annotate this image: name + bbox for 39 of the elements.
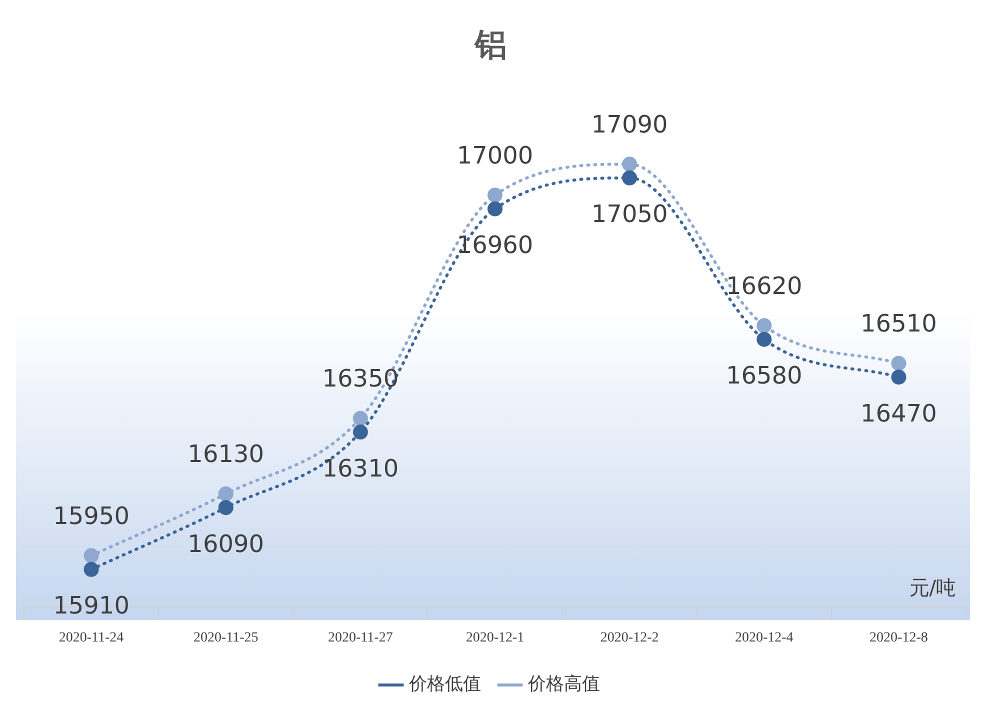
data-label: 16090	[188, 530, 264, 558]
point	[622, 170, 638, 186]
legend-label: 价格高值	[527, 674, 600, 695]
x-tick-label: 2020-12-1	[466, 630, 524, 646]
x-tick-label: 2020-12-4	[734, 630, 794, 646]
data-label: 16580	[726, 362, 802, 390]
legend-label: 价格低值	[408, 674, 481, 695]
data-label: 17050	[591, 200, 668, 228]
x-tick-label: 2020-12-2	[600, 630, 659, 646]
data-label: 16470	[860, 399, 937, 428]
data-label: 16350	[322, 364, 399, 393]
data-label: 15910	[53, 592, 130, 620]
point	[756, 332, 772, 347]
point	[488, 201, 502, 216]
data-label: 17000	[456, 141, 534, 170]
text: 元/吨	[909, 575, 956, 600]
data-label: 17090	[591, 110, 668, 138]
data-label: 16310	[322, 454, 399, 482]
x-tick-label: 2020-11-27	[328, 630, 393, 646]
point	[756, 318, 772, 334]
x-tick-label: 2020-11-24	[58, 630, 124, 646]
point	[84, 548, 99, 564]
data-label: 15950	[53, 502, 130, 530]
point	[84, 562, 99, 577]
chart-title: 铝	[473, 26, 507, 64]
point	[891, 370, 906, 385]
data-label: 16510	[860, 310, 937, 338]
point	[218, 486, 234, 502]
x-tick-label: 2020-12-8	[870, 630, 928, 646]
point	[622, 156, 638, 172]
point	[891, 356, 906, 371]
point	[352, 424, 368, 440]
point	[218, 500, 234, 516]
data-label: 16620	[726, 272, 802, 300]
data-label: 16960	[456, 231, 534, 260]
point	[488, 188, 502, 203]
point	[352, 410, 368, 426]
data-label: 16130	[188, 440, 264, 468]
x-tick-label: 2020-11-25	[193, 630, 258, 646]
